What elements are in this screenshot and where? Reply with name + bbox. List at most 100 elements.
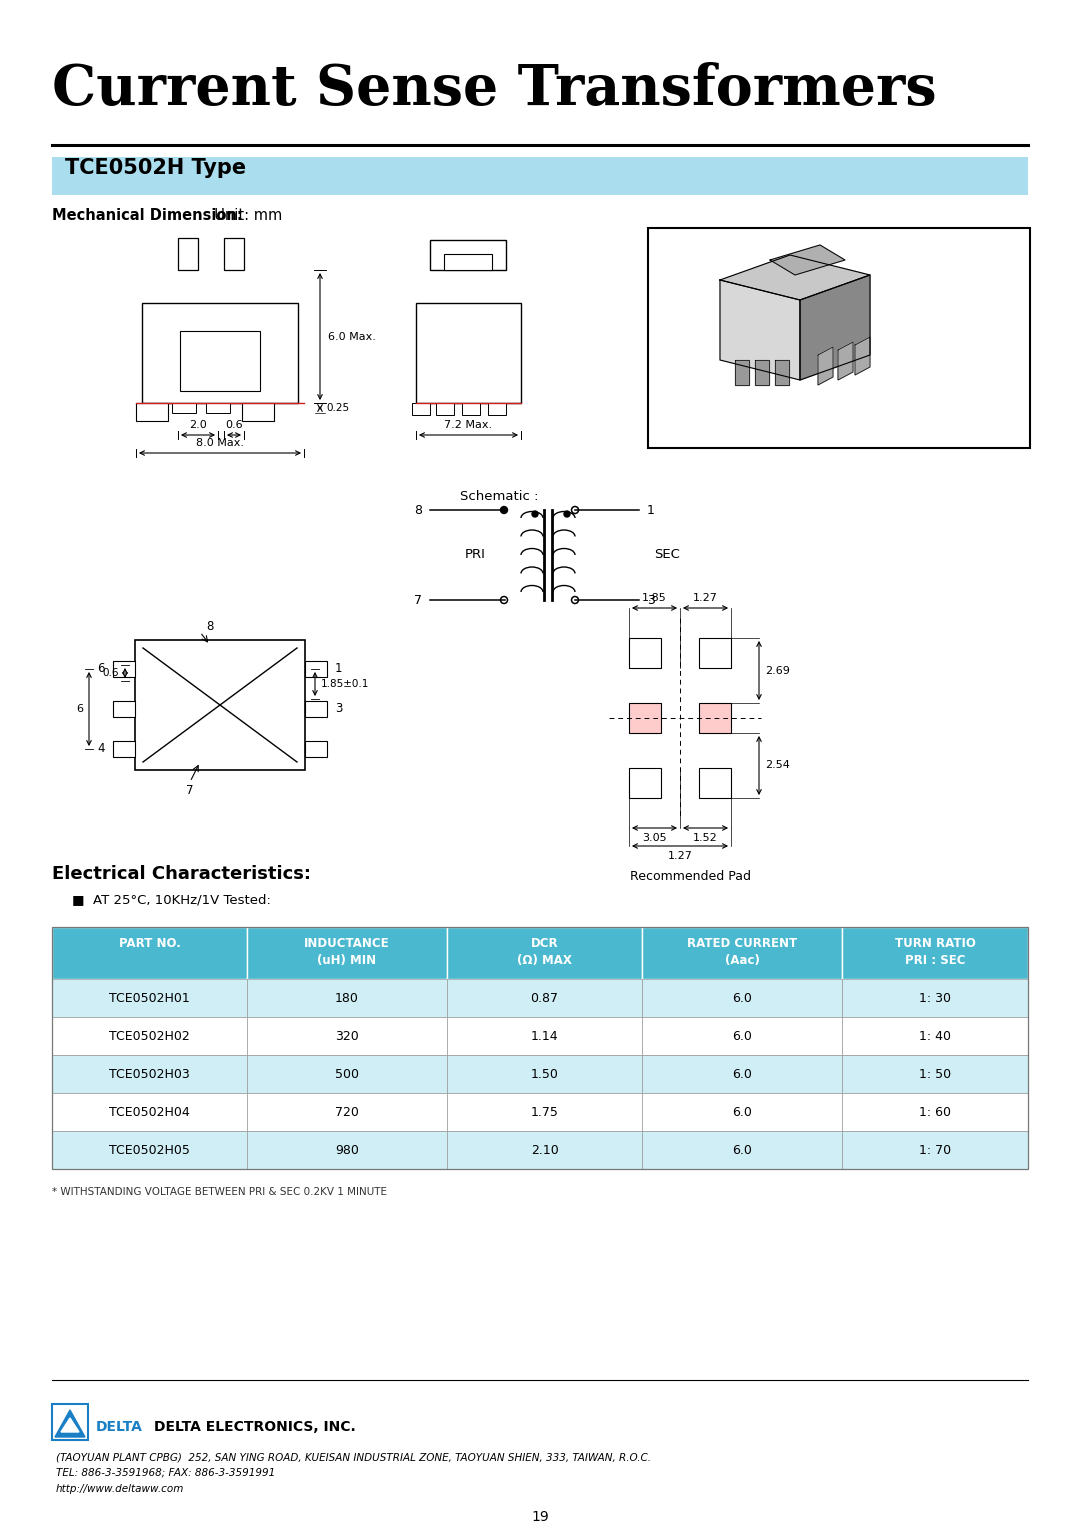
- Text: 0.87: 0.87: [530, 992, 558, 1004]
- Text: 980: 980: [335, 1143, 359, 1157]
- Text: 2.54: 2.54: [765, 761, 789, 770]
- Text: 2.69: 2.69: [765, 666, 789, 675]
- Bar: [629, 769, 661, 798]
- Bar: [305, 662, 327, 677]
- Bar: [52, 979, 247, 1018]
- Text: 1.50: 1.50: [530, 1068, 558, 1080]
- Bar: [642, 927, 842, 979]
- Bar: [699, 703, 731, 733]
- Bar: [462, 403, 480, 416]
- Text: 1.27: 1.27: [667, 851, 692, 860]
- Text: Current Sense Transformers: Current Sense Transformers: [52, 63, 936, 118]
- Text: 6.0: 6.0: [732, 992, 752, 1004]
- Text: 3.05: 3.05: [643, 833, 666, 843]
- Bar: [242, 403, 274, 422]
- Text: DELTA ELECTRONICS, INC.: DELTA ELECTRONICS, INC.: [154, 1420, 355, 1433]
- Bar: [642, 1018, 842, 1054]
- Text: PRI: PRI: [465, 549, 486, 561]
- Bar: [135, 640, 305, 770]
- Bar: [699, 639, 731, 668]
- Text: 1.27: 1.27: [693, 593, 718, 604]
- Text: http://www.deltaww.com: http://www.deltaww.com: [56, 1484, 185, 1494]
- Bar: [642, 1054, 842, 1093]
- Text: (Ω) MAX: (Ω) MAX: [517, 953, 572, 967]
- Circle shape: [564, 510, 570, 516]
- Text: ■  AT 25°C, 10KHz/1V Tested:: ■ AT 25°C, 10KHz/1V Tested:: [72, 892, 271, 906]
- Text: 1.75: 1.75: [530, 1105, 558, 1118]
- Bar: [447, 1093, 642, 1131]
- Bar: [247, 1018, 447, 1054]
- Polygon shape: [855, 338, 870, 374]
- Text: 4: 4: [97, 743, 105, 755]
- Text: PART NO.: PART NO.: [119, 937, 180, 950]
- Text: TCE0502H01: TCE0502H01: [109, 992, 190, 1004]
- Circle shape: [500, 506, 508, 513]
- Bar: [842, 1018, 1028, 1054]
- Bar: [629, 703, 661, 733]
- Text: 2.10: 2.10: [530, 1143, 558, 1157]
- Text: Electrical Characteristics:: Electrical Characteristics:: [52, 865, 311, 883]
- Polygon shape: [775, 361, 789, 385]
- Polygon shape: [720, 280, 800, 380]
- Text: 8: 8: [414, 504, 422, 516]
- Bar: [52, 927, 1028, 1169]
- Text: TURN RATIO: TURN RATIO: [894, 937, 975, 950]
- Circle shape: [571, 596, 579, 604]
- Bar: [430, 240, 507, 270]
- Polygon shape: [735, 361, 750, 385]
- Bar: [842, 979, 1028, 1018]
- Bar: [141, 303, 298, 403]
- Text: RATED CURRENT: RATED CURRENT: [687, 937, 797, 950]
- Text: (uH) MIN: (uH) MIN: [318, 953, 377, 967]
- Text: 720: 720: [335, 1105, 359, 1118]
- Bar: [52, 1404, 87, 1439]
- Bar: [447, 927, 642, 979]
- Bar: [247, 1093, 447, 1131]
- Text: 6: 6: [76, 704, 83, 714]
- Text: 320: 320: [335, 1030, 359, 1042]
- Text: DCR: DCR: [530, 937, 558, 950]
- Bar: [411, 403, 430, 416]
- Circle shape: [532, 510, 538, 516]
- Bar: [52, 1018, 247, 1054]
- Text: INDUCTANCE: INDUCTANCE: [305, 937, 390, 950]
- Text: 2.0: 2.0: [189, 420, 207, 429]
- Bar: [305, 701, 327, 717]
- Bar: [52, 1093, 247, 1131]
- Bar: [305, 741, 327, 756]
- Bar: [180, 332, 260, 391]
- Text: (TAOYUAN PLANT CPBG)  252, SAN YING ROAD, KUEISAN INDUSTRIAL ZONE, TAOYUAN SHIEN: (TAOYUAN PLANT CPBG) 252, SAN YING ROAD,…: [56, 1452, 651, 1462]
- Text: 8: 8: [206, 619, 214, 633]
- Bar: [416, 303, 521, 403]
- Text: SEC: SEC: [654, 549, 680, 561]
- Text: 1.14: 1.14: [530, 1030, 558, 1042]
- Text: 8.0 Max.: 8.0 Max.: [195, 439, 244, 448]
- Text: 1: 50: 1: 50: [919, 1068, 951, 1080]
- Bar: [642, 1131, 842, 1169]
- Bar: [642, 979, 842, 1018]
- Bar: [247, 1054, 447, 1093]
- Bar: [842, 927, 1028, 979]
- Bar: [247, 927, 447, 979]
- Bar: [699, 769, 731, 798]
- Bar: [224, 238, 244, 270]
- Text: Recommended Pad: Recommended Pad: [630, 869, 751, 883]
- Bar: [447, 1131, 642, 1169]
- Text: 3: 3: [647, 593, 654, 607]
- Text: Mechanical Dimension:: Mechanical Dimension:: [52, 208, 243, 223]
- Text: Schematic :: Schematic :: [460, 490, 539, 503]
- Text: 500: 500: [335, 1068, 359, 1080]
- Bar: [447, 979, 642, 1018]
- Bar: [447, 1018, 642, 1054]
- Text: 0.6: 0.6: [226, 420, 243, 429]
- Bar: [113, 662, 135, 677]
- Polygon shape: [838, 342, 853, 380]
- Polygon shape: [770, 244, 845, 275]
- Text: 1.85±0.1: 1.85±0.1: [321, 678, 369, 689]
- Text: 1.52: 1.52: [693, 833, 718, 843]
- Text: 6.0 Max.: 6.0 Max.: [328, 332, 376, 341]
- Bar: [842, 1093, 1028, 1131]
- Bar: [52, 1054, 247, 1093]
- Text: 19: 19: [531, 1510, 549, 1523]
- Text: DELTA: DELTA: [96, 1420, 143, 1433]
